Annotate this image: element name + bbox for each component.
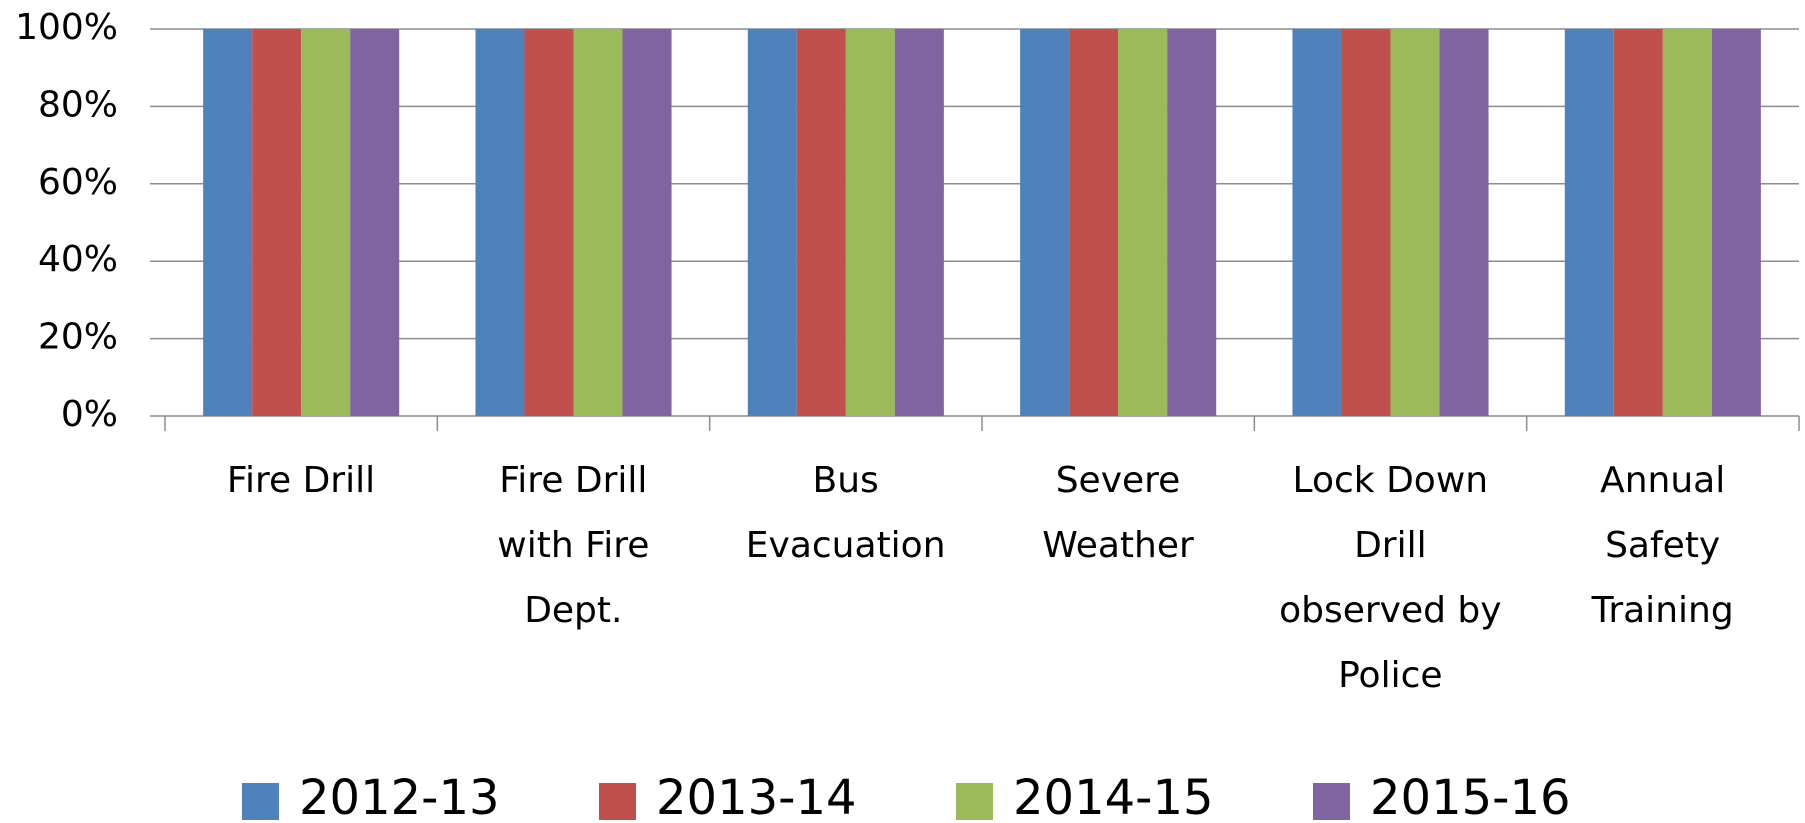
- bar: [1711, 29, 1761, 416]
- legend-label: 2015-16: [1370, 770, 1571, 823]
- bar: [1020, 29, 1070, 416]
- bar: [1292, 29, 1342, 416]
- x-tick-label: Severe Weather: [1042, 460, 1194, 566]
- bar: [1118, 29, 1168, 416]
- bar: [1613, 29, 1663, 416]
- y-tick-label: 40%: [38, 239, 118, 280]
- bar: [894, 29, 944, 416]
- legend-label: 2014-15: [1013, 770, 1214, 823]
- bar: [1069, 29, 1119, 416]
- bar: [796, 29, 846, 416]
- bar: [252, 29, 302, 416]
- bar: [573, 29, 623, 416]
- bar: [622, 29, 672, 416]
- bar: [1390, 29, 1440, 416]
- y-tick-label: 60%: [38, 162, 118, 203]
- legend-swatch: [242, 783, 279, 820]
- legend-label: 2013-14: [656, 770, 857, 823]
- x-tick-label: Annual Safety Training: [1591, 460, 1734, 631]
- legend-swatch: [956, 783, 993, 820]
- y-tick-label: 80%: [38, 84, 118, 125]
- bar: [1564, 29, 1614, 416]
- bar: [845, 29, 895, 416]
- bar: [475, 29, 525, 416]
- x-tick-label: Fire Drill: [226, 460, 376, 501]
- bar: [350, 29, 400, 416]
- legend-label: 2012-13: [299, 770, 500, 823]
- legend-swatch: [599, 783, 636, 820]
- bar: [524, 29, 574, 416]
- x-tick-label: Fire Drill with Fire Dept.: [497, 460, 650, 631]
- bar: [1439, 29, 1489, 416]
- bar: [747, 29, 797, 416]
- legend-swatch: [1313, 783, 1350, 820]
- bar: [1341, 29, 1391, 416]
- bar: [1662, 29, 1712, 416]
- bar: [1167, 29, 1217, 416]
- y-tick-label: 0%: [61, 394, 118, 435]
- y-tick-label: 20%: [38, 317, 118, 358]
- bar: [301, 29, 351, 416]
- bar: [203, 29, 253, 416]
- y-tick-label: 100%: [15, 7, 118, 48]
- x-tick-label: Lock Down Drill observed by Police: [1279, 460, 1502, 696]
- x-tick-label: Bus Evacuation: [745, 460, 946, 566]
